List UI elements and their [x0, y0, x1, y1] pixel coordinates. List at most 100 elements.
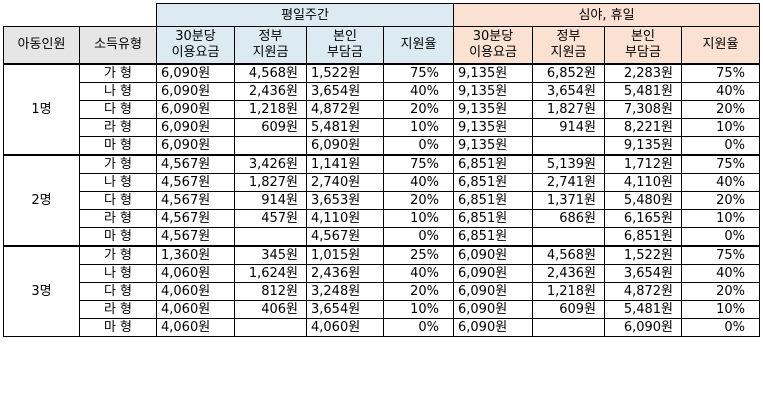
- night-gov-cell: 609원: [532, 300, 605, 319]
- header-night-gov: 정부 지원금: [532, 26, 605, 65]
- night-gov-cell: 686원: [532, 209, 605, 228]
- night-self-cell: 3,654원: [604, 264, 682, 283]
- night-self-cell: 1,712원: [604, 154, 682, 174]
- table-row: 다 형 6,090원 1,218원 4,872원 20% 9,135원 1,827원 7,30…: [4, 100, 760, 119]
- night-rate-cell: 20%: [681, 191, 760, 210]
- table-row: 나 형 4,567원 1,827원 2,740원 40% 6,851원 2,741원 4,11…: [4, 173, 760, 192]
- income-type-cell: 가 형: [79, 154, 157, 174]
- table-row: 라 형 6,090원 609원 5,481원 10% 9,135원 914원 8,221원 10…: [4, 118, 760, 137]
- group-header-night-holiday: 심야, 휴일: [453, 3, 760, 27]
- day-rate-cell: 40%: [383, 264, 454, 283]
- night-rate-cell: 75%: [681, 245, 760, 265]
- day-self-cell: 6,090원: [306, 136, 384, 156]
- header-children: 아동인원: [3, 26, 80, 65]
- night-self-cell: 5,480원: [604, 191, 682, 210]
- day-fee-cell: 4,567원: [156, 209, 235, 228]
- night-gov-cell: [532, 318, 605, 337]
- night-gov-cell: [532, 227, 605, 247]
- day-self-cell: 2,740원: [306, 173, 384, 192]
- income-type-cell: 다 형: [79, 100, 157, 119]
- day-self-cell: 3,654원: [306, 82, 384, 101]
- income-type-cell: 나 형: [79, 173, 157, 192]
- day-self-cell: 3,248원: [306, 282, 384, 301]
- night-self-cell: 2,283원: [604, 63, 682, 83]
- night-gov-cell: 914원: [532, 118, 605, 137]
- night-gov-cell: 2,741원: [532, 173, 605, 192]
- day-self-cell: 4,567원: [306, 227, 384, 247]
- day-fee-cell: 4,060원: [156, 282, 235, 301]
- day-gov-cell: 1,218원: [234, 100, 307, 119]
- day-fee-cell: 6,090원: [156, 118, 235, 137]
- day-gov-cell: 4,568원: [234, 63, 307, 83]
- day-rate-cell: 75%: [383, 63, 454, 83]
- night-gov-cell: 3,654원: [532, 82, 605, 101]
- day-fee-cell: 6,090원: [156, 100, 235, 119]
- income-type-cell: 라 형: [79, 209, 157, 228]
- income-type-cell: 다 형: [79, 191, 157, 210]
- night-self-cell: 5,481원: [604, 300, 682, 319]
- table-row: 마 형 6,090원 6,090원 0% 9,135원 9,135원 0%: [4, 136, 760, 156]
- day-self-cell: 4,060원: [306, 318, 384, 337]
- night-gov-cell: 4,568원: [532, 245, 605, 265]
- night-fee-cell: 6,851원: [453, 191, 533, 210]
- day-rate-cell: 20%: [383, 191, 454, 210]
- income-type-cell: 가 형: [79, 63, 157, 83]
- day-fee-cell: 4,567원: [156, 173, 235, 192]
- night-rate-cell: 10%: [681, 300, 760, 319]
- day-gov-cell: [234, 136, 307, 156]
- table-row: 3명 가 형 1,360원 345원 1,015원 25% 6,090원 4,568원 1,52…: [3, 245, 760, 337]
- day-fee-cell: 4,060원: [156, 318, 235, 337]
- day-gov-cell: 1,827원: [234, 173, 307, 192]
- childcare-fee-table: 평일주간 심야, 휴일 아동인원 소득유형 30분당 이용요금 정부 지원금 본인 부…: [3, 3, 760, 337]
- night-fee-cell: 6,090원: [453, 300, 533, 319]
- day-fee-cell: 4,567원: [156, 191, 235, 210]
- night-gov-cell: 6,852원: [532, 63, 605, 83]
- night-fee-cell: 6,090원: [453, 245, 533, 265]
- day-gov-cell: 812원: [234, 282, 307, 301]
- day-fee-cell: 4,567원: [156, 227, 235, 247]
- night-rate-cell: 40%: [681, 264, 760, 283]
- day-self-cell: 5,481원: [306, 118, 384, 137]
- table-row: 라 형 4,567원 457원 4,110원 10% 6,851원 686원 6,165원 10…: [4, 209, 760, 228]
- day-rate-cell: 20%: [383, 100, 454, 119]
- day-rate-cell: 0%: [383, 227, 454, 247]
- day-gov-cell: [234, 318, 307, 337]
- children-count-cell: 2명: [3, 154, 80, 247]
- day-self-cell: 1,522원: [306, 63, 384, 83]
- night-gov-cell: 2,436원: [532, 264, 605, 283]
- income-type-cell: 나 형: [79, 264, 157, 283]
- night-self-cell: 8,221원: [604, 118, 682, 137]
- day-self-cell: 2,436원: [306, 264, 384, 283]
- day-fee-cell: 4,060원: [156, 300, 235, 319]
- night-self-cell: 6,851원: [604, 227, 682, 247]
- night-gov-cell: [532, 136, 605, 156]
- night-fee-cell: 6,090원: [453, 282, 533, 301]
- day-fee-cell: 6,090원: [156, 136, 235, 156]
- day-gov-cell: 2,436원: [234, 82, 307, 101]
- night-rate-cell: 20%: [681, 282, 760, 301]
- day-fee-cell: 4,567원: [156, 154, 235, 174]
- night-gov-cell: 1,218원: [532, 282, 605, 301]
- day-rate-cell: 0%: [383, 136, 454, 156]
- day-gov-cell: 1,624원: [234, 264, 307, 283]
- header-day-rate: 지원율: [383, 26, 454, 65]
- night-fee-cell: 6,851원: [453, 154, 533, 174]
- day-self-cell: 3,654원: [306, 300, 384, 319]
- night-rate-cell: 0%: [681, 136, 760, 156]
- night-rate-cell: 40%: [681, 173, 760, 192]
- night-self-cell: 9,135원: [604, 136, 682, 156]
- day-self-cell: 1,141원: [306, 154, 384, 174]
- night-fee-cell: 6,851원: [453, 209, 533, 228]
- income-type-cell: 다 형: [79, 282, 157, 301]
- day-rate-cell: 20%: [383, 282, 454, 301]
- night-rate-cell: 0%: [681, 227, 760, 247]
- header-night-fee: 30분당 이용요금: [453, 26, 533, 65]
- header-night-self: 본인 부담금: [604, 26, 682, 65]
- children-count-cell: 1명: [3, 63, 80, 156]
- table-body: 1명 가 형 6,090원 4,568원 1,522원 75% 9,135원 6,852원 2,…: [3, 63, 760, 337]
- night-rate-cell: 10%: [681, 209, 760, 228]
- day-rate-cell: 75%: [383, 154, 454, 174]
- night-fee-cell: 6,090원: [453, 264, 533, 283]
- night-fee-cell: 6,090원: [453, 318, 533, 337]
- table-row: 2명 가 형 4,567원 3,426원 1,141원 75% 6,851원 5,139원 1,…: [3, 154, 760, 247]
